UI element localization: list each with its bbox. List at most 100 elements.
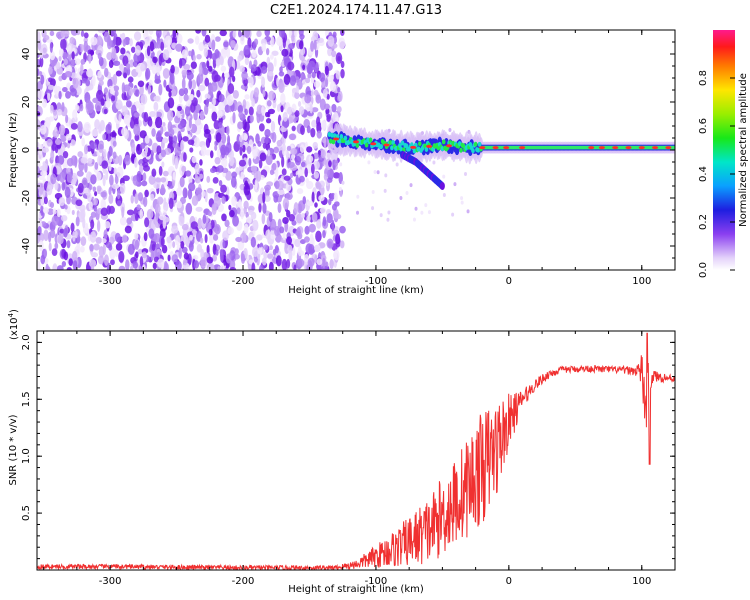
spectrogram-noise-cell <box>101 160 109 169</box>
spectrogram-noise-cell <box>240 171 244 180</box>
spectrogram-noise-cell <box>311 71 316 79</box>
spectrogram-noise-cell <box>311 191 315 204</box>
spectrogram-noise-cell <box>130 46 136 53</box>
spectrogram-noise-cell <box>116 103 123 110</box>
spectrogram-trace-peak <box>410 145 417 149</box>
spectrogram-noise-cell <box>82 217 86 229</box>
spectrogram-noise-cell <box>149 41 155 52</box>
spectrogram-noise-cell <box>224 219 230 228</box>
spectrogram-noise-cell <box>246 216 252 224</box>
spectrogram-x-tick-label: 0 <box>506 276 512 287</box>
spectrogram-noise-cell <box>139 130 147 139</box>
spectrogram-noise-cell <box>102 174 106 187</box>
spectrogram-noise-cell <box>160 177 167 183</box>
spectrogram-noise-cell <box>297 245 302 257</box>
spectrogram-noise-cell <box>123 114 131 125</box>
spectrogram-noise-cell <box>43 229 49 242</box>
spectrogram-noise-cell <box>181 165 187 173</box>
spectrogram-noise-cell <box>97 30 106 34</box>
spectrogram-noise-cell <box>139 208 144 220</box>
spectrogram-noise-cell <box>158 83 163 96</box>
spectrogram-noise-cell <box>414 206 418 211</box>
spectrogram-noise-cell <box>331 219 335 232</box>
spectrogram-noise-cell <box>214 224 221 235</box>
spectrogram-trace-peak <box>598 146 605 150</box>
spectrogram-noise-cell <box>238 111 244 119</box>
spectrogram-noise-cell <box>87 192 92 203</box>
spectrogram-noise-cell <box>176 187 183 196</box>
spectrogram-noise-cell <box>110 259 115 266</box>
spectrogram-noise-cell <box>132 261 138 269</box>
spectrogram-noise-cell <box>221 157 228 169</box>
spectrogram-noise-cell <box>85 99 92 110</box>
spectrogram-noise-cell <box>244 94 250 100</box>
spectrogram-noise-cell <box>297 100 302 107</box>
spectrogram-noise-cell <box>308 155 314 163</box>
colorbar: 0.0 0.2 0.4 0.6 0.8 Normalized spectral ampl… <box>698 30 749 278</box>
spectrogram-noise-cell <box>204 233 208 244</box>
spectrogram-noise-cell <box>133 112 140 118</box>
spectrogram-noise-cell <box>323 103 330 110</box>
snr-x-tick-label: -200 <box>232 576 255 587</box>
spectrogram-noise-cell <box>228 209 235 218</box>
spectrogram-noise-cell <box>315 230 322 243</box>
spectrogram-noise-cell <box>60 30 65 38</box>
spectrogram-noise-cell <box>218 102 225 112</box>
spectrogram-noise-cell <box>239 146 243 156</box>
spectrogram-noise-cell <box>187 182 196 192</box>
spectrogram-noise-cell <box>323 173 328 181</box>
spectrogram-noise-cell <box>148 30 154 35</box>
spectrogram-noise-cell <box>158 165 163 176</box>
spectrogram-noise-cell <box>137 192 144 202</box>
spectrogram-noise-cell <box>242 144 246 153</box>
spectrogram-noise-cell <box>134 193 139 205</box>
spectrogram-noise-cell <box>139 256 144 267</box>
spectrogram-noise-cell <box>260 66 268 74</box>
spectrogram-noise-cell <box>191 156 197 164</box>
spectrogram-noise-cell <box>81 137 86 147</box>
spectrogram-noise-cell <box>288 214 296 222</box>
spectrogram-noise-cell <box>110 30 116 36</box>
spectrogram-noise-cell <box>175 43 183 52</box>
spectrogram-noise-cell <box>153 95 161 102</box>
spectrogram-x-tick-label: 100 <box>632 276 651 287</box>
spectrogram-trace-core <box>477 141 482 147</box>
spectrogram-noise-cell <box>89 231 97 243</box>
spectrogram-noise-cell <box>329 258 334 270</box>
spectrogram-noise-cell <box>49 201 55 209</box>
spectrogram-noise-cell <box>204 77 210 87</box>
spectrogram-noise-cell <box>306 180 314 190</box>
spectrogram-noise-cell <box>219 30 227 37</box>
spectrogram-noise-cell <box>91 128 99 137</box>
spectrogram-trace-peak <box>625 146 632 150</box>
spectrogram-noise-cell <box>306 125 311 134</box>
spectrogram-noise-cell <box>37 260 41 270</box>
spectrogram-noise-cell <box>305 210 309 216</box>
spectrogram-noise-cell <box>223 41 229 48</box>
spectrogram-noise-cell <box>226 125 230 136</box>
spectrogram-noise-cell <box>58 48 64 57</box>
spectrogram-noise-cell <box>118 265 126 270</box>
spectrogram-noise-cell <box>376 170 380 175</box>
spectrogram-noise-cell <box>61 102 65 113</box>
spectrogram-noise-cell <box>215 132 222 143</box>
spectrogram-noise-cell <box>141 180 148 187</box>
spectrogram-noise-cell <box>49 51 56 61</box>
spectrogram-noise-cell <box>327 75 334 83</box>
spectrogram-noise-cell <box>199 110 205 121</box>
spectrogram-noise-cell <box>267 71 274 77</box>
spectrogram-noise-cell <box>256 104 263 115</box>
snr-x-tick-label: 100 <box>632 576 651 587</box>
spectrogram-noise-cell <box>270 132 275 140</box>
spectrogram-noise-cell <box>337 86 341 93</box>
spectrogram-noise-cell <box>190 221 198 230</box>
spectrogram-noise-cell <box>333 192 338 202</box>
spectrogram-noise-cell <box>193 136 200 148</box>
spectrogram-noise-cell <box>148 174 156 185</box>
spectrogram-noise-cell <box>50 173 57 185</box>
spectrogram-noise-cell <box>100 191 107 198</box>
spectrogram-noise-cell <box>211 70 219 83</box>
spectrogram-noise-cell <box>304 167 308 178</box>
